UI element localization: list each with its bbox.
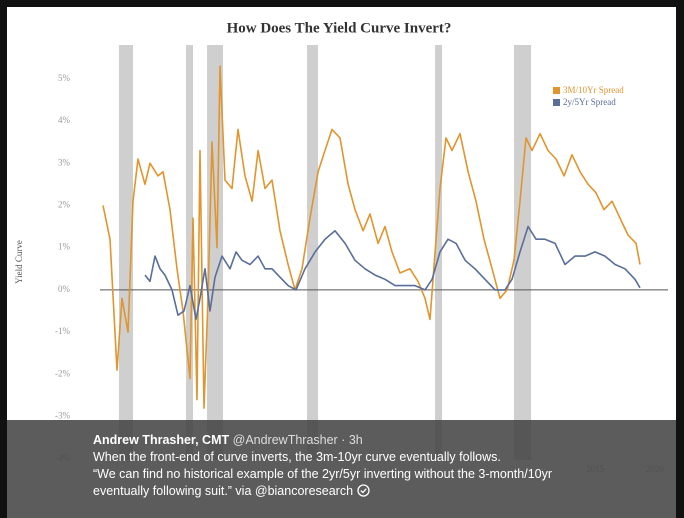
check-icon	[356, 484, 370, 497]
y-tick-label: 1%	[58, 242, 71, 252]
tweet-time: · 3h	[341, 433, 363, 447]
tweet-line: eventually following suit.” via @biancor…	[93, 483, 676, 500]
chart-title: How Does The Yield Curve Invert?	[227, 20, 452, 36]
y-tick-label: 0%	[58, 284, 71, 294]
recession-band	[118, 45, 134, 460]
recession-band	[514, 45, 532, 460]
y-tick-label: -3%	[55, 411, 70, 421]
y-tick-label: 2%	[58, 199, 71, 209]
tweet-overlay: Andrew Thrasher, CMT @AndrewThrasher · 3…	[7, 420, 676, 518]
y-tick-label: 5%	[58, 73, 71, 83]
tweet-line: When the front-end of curve inverts, the…	[93, 450, 501, 464]
recession-band	[307, 45, 319, 460]
legend-label: 3M/10Yr Spread	[563, 85, 624, 95]
tweet-text: eventually following suit.” via @biancor…	[93, 484, 354, 498]
legend-swatch	[553, 99, 560, 106]
tweet-line: “We can find no historical example of th…	[93, 467, 553, 481]
author-handle[interactable]: @AndrewThrasher	[232, 433, 338, 447]
y-tick-label: 3%	[58, 157, 71, 167]
series-line	[144, 225, 641, 321]
tweet-header: Andrew Thrasher, CMT @AndrewThrasher · 3…	[93, 432, 676, 449]
legend-label: 2y/5Yr Spread	[563, 97, 616, 107]
series-line	[102, 65, 641, 409]
y-tick-label: 4%	[58, 115, 71, 125]
author-name[interactable]: Andrew Thrasher, CMT	[93, 433, 230, 447]
y-tick-label: -1%	[55, 326, 70, 336]
y-tick-label: -2%	[55, 368, 70, 378]
legend-swatch	[553, 87, 560, 94]
recession-band	[186, 45, 194, 460]
recession-band	[435, 45, 443, 460]
y-axis-label: Yield Curve	[14, 240, 24, 284]
